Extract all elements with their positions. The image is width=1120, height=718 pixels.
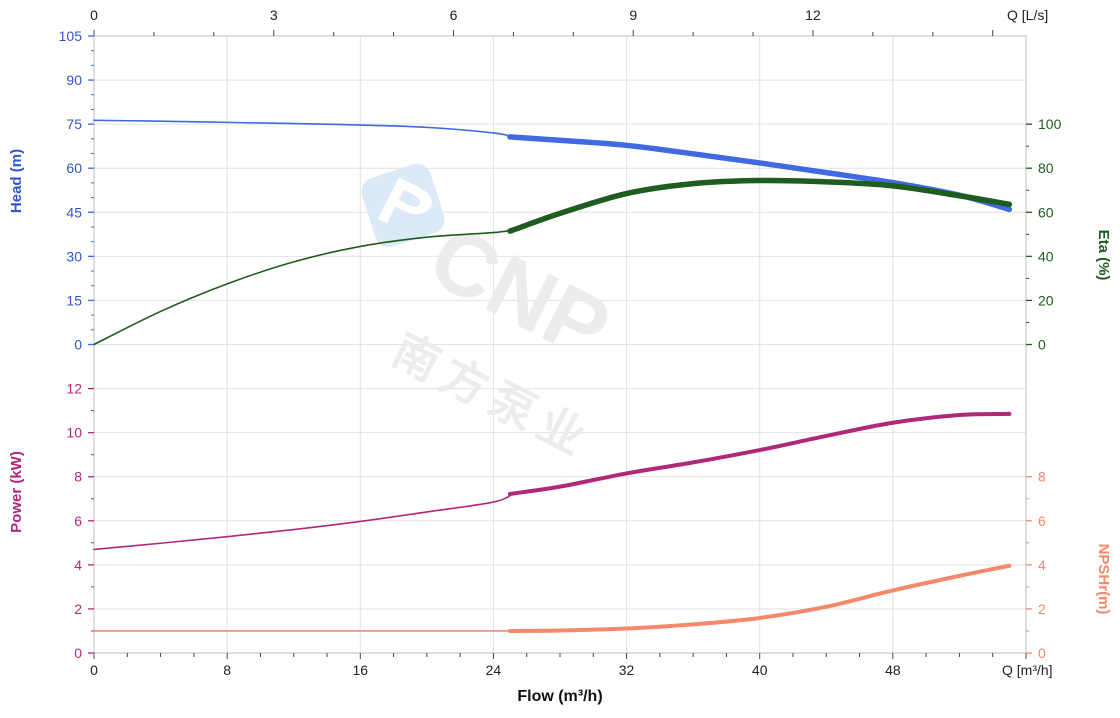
svg-text:16: 16 [353, 662, 369, 678]
svg-text:32: 32 [619, 662, 635, 678]
svg-text:0: 0 [90, 662, 98, 678]
svg-text:0: 0 [90, 7, 98, 23]
svg-text:8: 8 [1038, 469, 1046, 485]
svg-text:90: 90 [66, 72, 82, 88]
svg-text:15: 15 [66, 292, 82, 308]
svg-text:105: 105 [59, 28, 83, 44]
svg-text:6: 6 [450, 7, 458, 23]
svg-text:48: 48 [885, 662, 901, 678]
svg-text:4: 4 [1038, 557, 1046, 573]
svg-text:6: 6 [74, 513, 82, 529]
svg-text:0: 0 [74, 645, 82, 661]
svg-text:3: 3 [270, 7, 278, 23]
svg-text:8: 8 [74, 469, 82, 485]
svg-text:4: 4 [74, 557, 82, 573]
svg-text:9: 9 [629, 7, 637, 23]
svg-text:Q [L/s]: Q [L/s] [1007, 7, 1048, 23]
svg-text:24: 24 [486, 662, 502, 678]
svg-text:80: 80 [1038, 160, 1054, 176]
svg-text:2: 2 [1038, 601, 1046, 617]
svg-text:60: 60 [66, 160, 82, 176]
svg-text:40: 40 [752, 662, 768, 678]
svg-text:2: 2 [74, 601, 82, 617]
svg-text:0: 0 [1038, 337, 1046, 353]
svg-text:Eta (%): Eta (%) [1095, 230, 1112, 281]
svg-text:12: 12 [66, 381, 82, 397]
svg-text:Head (m): Head (m) [8, 149, 25, 213]
svg-text:0: 0 [1038, 645, 1046, 661]
svg-text:Power (kW): Power (kW) [8, 451, 25, 533]
svg-text:8: 8 [223, 662, 231, 678]
svg-text:12: 12 [805, 7, 821, 23]
svg-text:20: 20 [1038, 292, 1054, 308]
svg-text:NPSHr(m): NPSHr(m) [1095, 544, 1112, 615]
svg-text:Q [m³/h]: Q [m³/h] [1002, 662, 1053, 678]
svg-text:Flow (m³/h): Flow (m³/h) [517, 688, 602, 705]
svg-text:6: 6 [1038, 513, 1046, 529]
svg-text:60: 60 [1038, 204, 1054, 220]
svg-text:40: 40 [1038, 248, 1054, 264]
svg-text:45: 45 [66, 204, 82, 220]
svg-text:0: 0 [74, 337, 82, 353]
svg-text:10: 10 [66, 425, 82, 441]
svg-text:100: 100 [1038, 116, 1062, 132]
svg-text:30: 30 [66, 248, 82, 264]
svg-text:75: 75 [66, 116, 82, 132]
